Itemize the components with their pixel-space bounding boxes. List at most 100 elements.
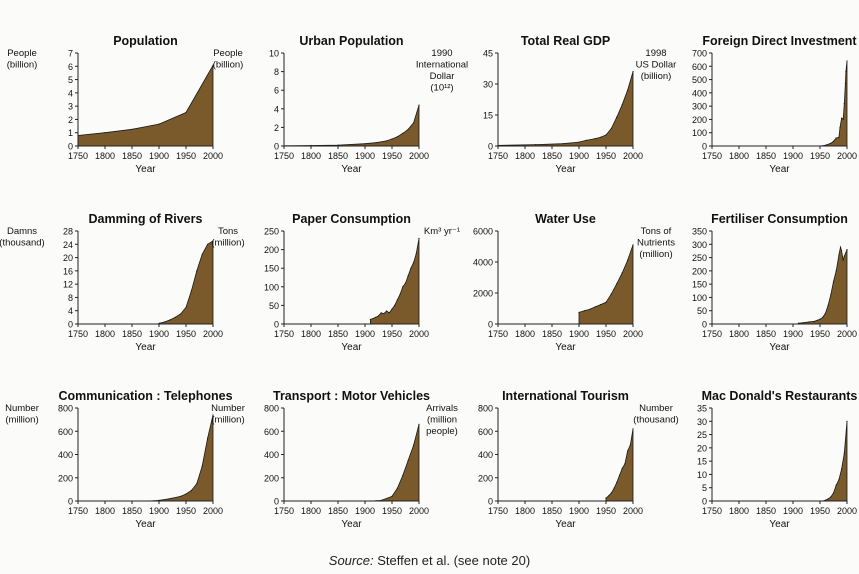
y-tick-label: 300 <box>692 240 707 250</box>
y-tick-label: 400 <box>692 88 707 98</box>
data-point <box>839 246 842 248</box>
chart-title: Population <box>113 34 178 48</box>
x-tick-label: 1900 <box>783 329 803 339</box>
data-point <box>841 468 843 470</box>
x-axis-label: Year <box>769 519 790 530</box>
data-point <box>391 308 393 310</box>
data-point <box>212 240 214 242</box>
data-point <box>394 304 396 306</box>
data-point <box>391 495 393 497</box>
y-tick-label: 0 <box>702 320 707 330</box>
data-point <box>196 483 198 485</box>
x-tick-label: 2000 <box>409 151 429 161</box>
y-tick-label: 7 <box>68 49 73 59</box>
y-tick-label: 16 <box>63 266 73 276</box>
x-tick-label: 1850 <box>542 151 562 161</box>
data-area <box>822 421 848 502</box>
y-tick-label: 200 <box>264 473 279 483</box>
y-tick-label: 500 <box>692 75 707 85</box>
y-tick-label: 0 <box>274 142 279 152</box>
data-point <box>391 138 393 140</box>
x-tick-label: 2000 <box>623 329 643 339</box>
chart-panel: Mac Donald's Restaurants 0 5 10 15 20 25 30 35 17… <box>633 389 857 530</box>
data-point <box>824 312 827 314</box>
data-point <box>632 244 634 246</box>
x-axis-label: Year <box>135 342 156 353</box>
y-axis-label: (million) <box>211 415 244 426</box>
x-tick-label: 1750 <box>702 329 722 339</box>
y-tick-label: 600 <box>264 427 279 437</box>
x-tick-label: 1800 <box>95 329 115 339</box>
data-point <box>402 132 404 134</box>
x-axis-label: Year <box>341 342 362 353</box>
data-point <box>386 140 388 142</box>
chart-panel: Damming of Rivers 0 4 8 12 16 20 24 28 1750 1800 18… <box>0 212 223 353</box>
x-tick-label: 1800 <box>301 506 321 516</box>
y-axis-label: Damns <box>7 226 37 237</box>
y-tick-label: 250 <box>264 227 279 237</box>
x-tick-label: 1850 <box>122 506 142 516</box>
data-point <box>410 267 412 269</box>
data-point <box>610 293 613 295</box>
x-tick-label: 1750 <box>488 506 508 516</box>
x-tick-label: 1950 <box>810 329 830 339</box>
data-point <box>814 320 816 322</box>
data-point <box>605 301 607 303</box>
y-tick-label: 4 <box>68 88 73 98</box>
y-axis-label: (million) <box>5 415 38 426</box>
data-point <box>583 310 586 312</box>
y-tick-label: 0 <box>488 497 493 507</box>
data-point <box>832 140 835 142</box>
x-tick-label: 1900 <box>783 151 803 161</box>
y-tick-label: 200 <box>692 266 707 276</box>
data-point <box>605 497 607 499</box>
y-axis-label: People <box>7 48 37 59</box>
x-tick-label: 1750 <box>488 151 508 161</box>
data-point <box>201 253 203 255</box>
data-point <box>832 280 835 283</box>
data-point <box>629 444 631 446</box>
y-tick-label: 28 <box>63 227 73 237</box>
y-tick-label: 3 <box>68 102 73 112</box>
x-tick-label: 1800 <box>729 506 749 516</box>
chart-panel: Communication : Telephones 0 200 400 600 800 1… <box>5 389 232 530</box>
y-tick-label: 800 <box>264 404 279 414</box>
y-tick-label: 400 <box>264 450 279 460</box>
y-tick-label: 5 <box>702 483 707 493</box>
data-point <box>841 117 843 119</box>
data-point <box>535 144 537 146</box>
y-tick-label: 300 <box>692 102 707 112</box>
data-point <box>212 414 214 416</box>
data-point <box>627 89 629 91</box>
x-tick-label: 1950 <box>810 506 830 516</box>
data-point <box>169 498 171 500</box>
chart-panel: International Tourism 0 200 400 600 800 1750 18… <box>426 389 643 530</box>
data-point <box>616 481 618 483</box>
y-axis-label: US Dollar <box>636 60 677 71</box>
chart-title: Mac Donald's Restaurants <box>702 389 858 403</box>
x-tick-label: 1950 <box>382 151 402 161</box>
x-tick-label: 1850 <box>122 329 142 339</box>
x-tick-label: 2000 <box>623 151 643 161</box>
data-point <box>402 286 404 288</box>
chart-title: International Tourism <box>502 389 629 403</box>
chart-panel: Water Use 0 2000 4000 6000 1750 1800 1850 1900 19… <box>424 212 643 353</box>
source-caption: Source: Steffen et al. (see note 20) <box>0 553 859 568</box>
data-point <box>845 71 847 73</box>
data-point <box>843 102 845 105</box>
data-point <box>830 142 832 144</box>
y-tick-label: 30 <box>483 80 493 90</box>
data-point <box>808 321 810 323</box>
y-axis-label: (billion) <box>641 71 672 82</box>
x-tick-label: 1950 <box>176 506 196 516</box>
x-tick-label: 1750 <box>702 151 722 161</box>
data-point <box>180 495 182 497</box>
data-area <box>798 246 848 325</box>
data-point <box>838 479 840 481</box>
data-area <box>148 414 214 502</box>
data-point <box>407 128 409 130</box>
y-tick-label: 100 <box>264 282 279 292</box>
data-point <box>600 304 602 306</box>
y-axis-label: Number <box>211 403 245 414</box>
